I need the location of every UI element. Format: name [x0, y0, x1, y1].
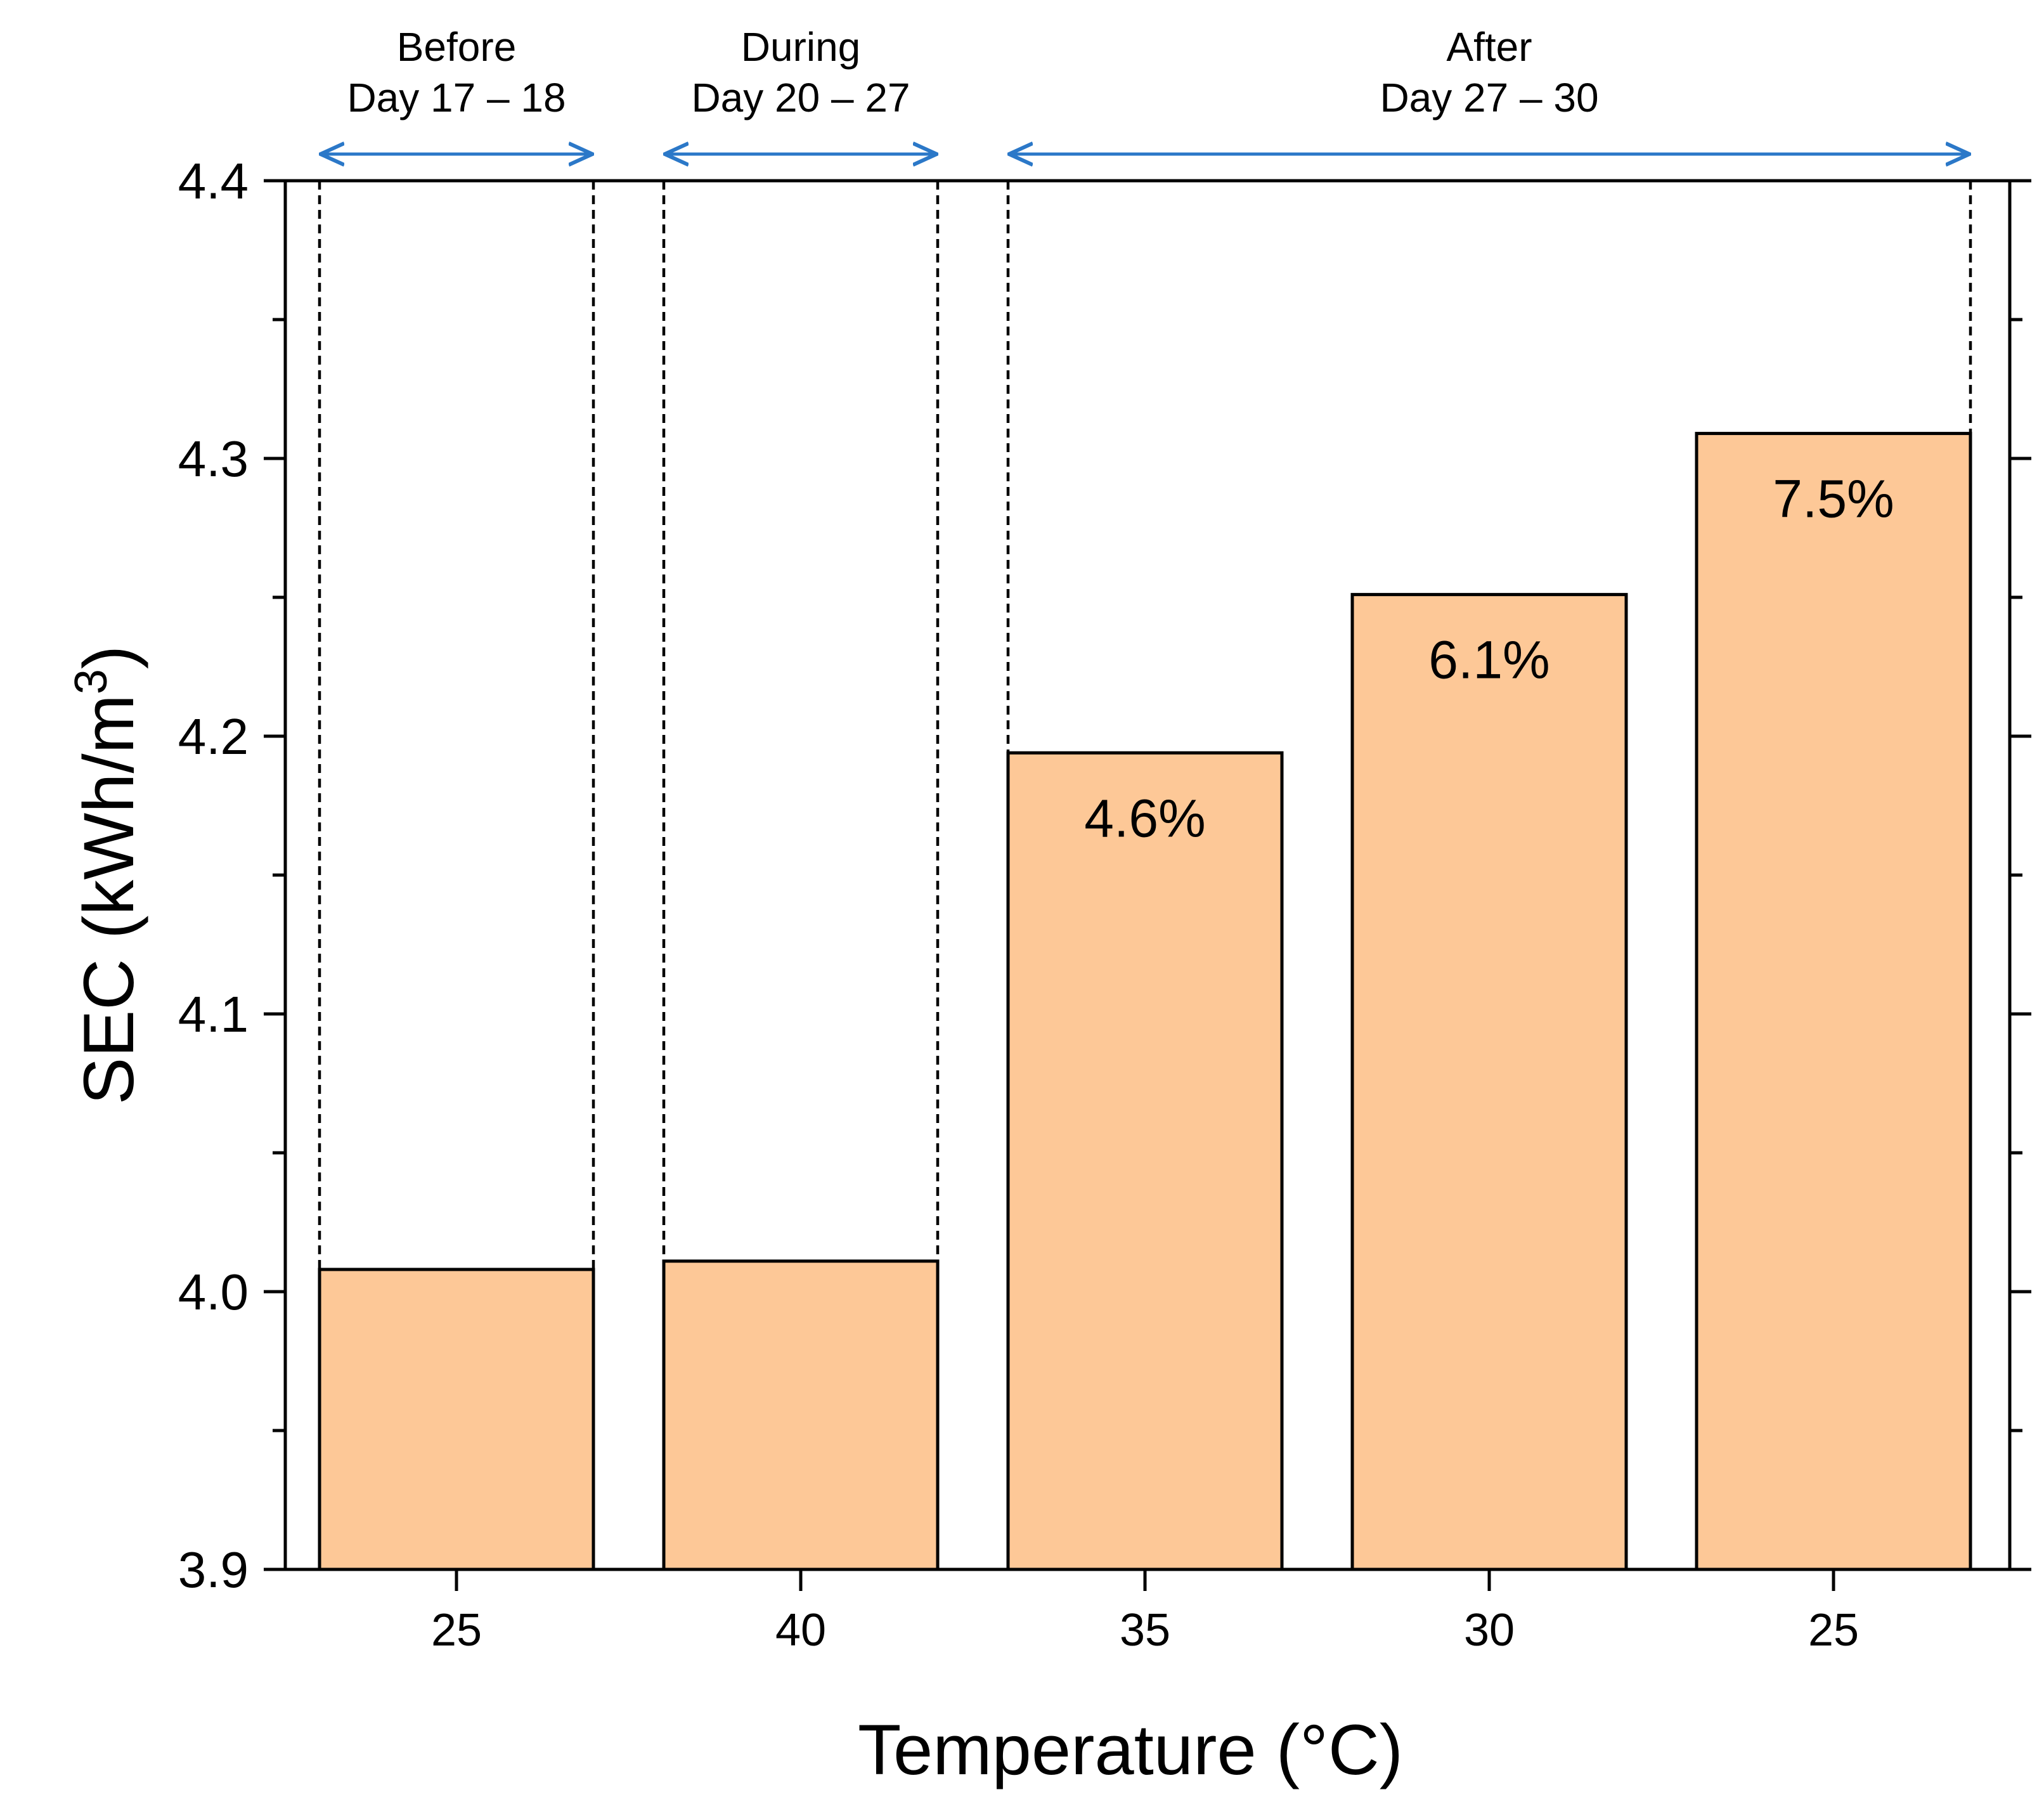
period-name-before: Before	[397, 24, 517, 70]
period-dividers-layer	[318, 181, 1972, 1269]
y-tick-label-0: 3.9	[178, 1542, 249, 1598]
x-tick-label-3: 35	[1120, 1605, 1170, 1656]
y-axis-title-superscript: 3	[66, 669, 117, 694]
y-axis-title: SEC (kWh/m3)	[66, 646, 148, 1105]
period-days-before: Day 17 – 18	[347, 75, 566, 120]
bar-3	[1006, 751, 1284, 1571]
period-name-after: After	[1446, 24, 1532, 70]
bars-layer	[318, 432, 1972, 1571]
bar-1	[318, 1268, 595, 1571]
x-tick-label-5: 25	[1808, 1605, 1859, 1656]
y-tick-label-4: 4.3	[178, 431, 249, 487]
x-tick-label-1: 25	[431, 1605, 482, 1656]
y-tick-label-1: 4.0	[178, 1264, 249, 1320]
bar-4	[1350, 593, 1628, 1571]
bar-5	[1695, 432, 1972, 1571]
period-days-after: Day 27 – 30	[1380, 75, 1598, 120]
y-tick-label-5: 4.4	[178, 153, 249, 209]
axes-layer: 3.9 4.0 4.1 4.2 4.3 4.4 25 40 35 30 25	[178, 153, 2031, 1656]
y-tick-label-2: 4.1	[178, 986, 249, 1042]
bar-labels-layer: 4.6% 6.1% 7.5%	[1084, 469, 1894, 848]
x-tick-label-2: 40	[775, 1605, 826, 1656]
period-name-during: During	[741, 24, 861, 70]
y-axis-title-close: )	[69, 646, 148, 669]
y-tick-label-3: 4.2	[178, 708, 249, 765]
period-annotations-layer: Before Day 17 – 18 During Day 20 – 27 After D…	[322, 24, 1968, 154]
x-axis-title: Temperature (°C)	[858, 1710, 1403, 1789]
bar-label-4: 6.1%	[1428, 630, 1549, 690]
bar-label-5: 7.5%	[1773, 469, 1894, 529]
bar-2	[662, 1259, 940, 1571]
period-days-during: Day 20 – 27	[691, 75, 910, 120]
bar-label-3: 4.6%	[1084, 788, 1205, 848]
x-tick-label-4: 30	[1464, 1605, 1515, 1656]
y-axis-title-main: SEC (kWh/m	[69, 694, 148, 1105]
